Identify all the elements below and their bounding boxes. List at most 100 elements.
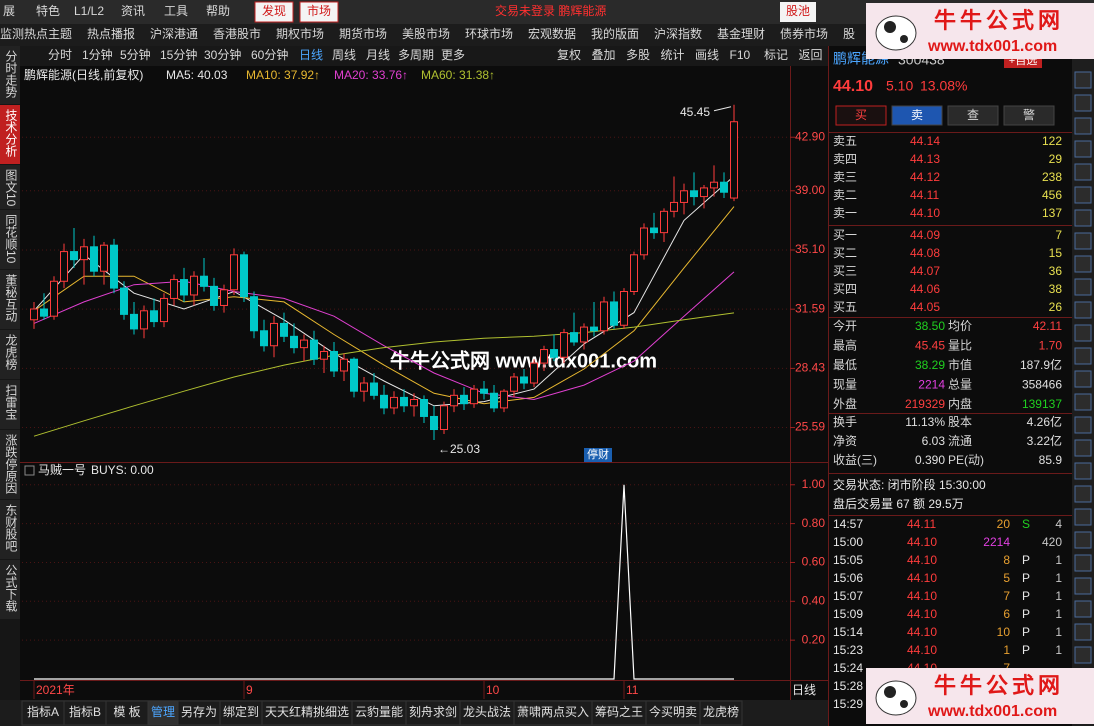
menu-item[interactable]: 展	[3, 4, 15, 18]
trade-count: 1	[1055, 553, 1062, 567]
tool-icon[interactable]	[1074, 209, 1092, 227]
tool-icon[interactable]	[1074, 646, 1092, 664]
bottom-tab[interactable]	[147, 700, 179, 726]
period-button[interactable]: 分时	[48, 48, 72, 62]
tool-icon[interactable]	[1074, 301, 1092, 319]
period-button[interactable]: 多周期	[398, 48, 434, 62]
nav-item[interactable]: 热点主题	[24, 27, 72, 41]
tool-button[interactable]: F10	[730, 48, 751, 62]
nav-item[interactable]: 美股市场	[402, 26, 450, 41]
trade-count: 420	[1042, 535, 1062, 549]
trade-button[interactable]	[1003, 105, 1055, 126]
side-tab[interactable]	[0, 560, 20, 619]
trade-button[interactable]	[947, 105, 999, 126]
bottom-tab[interactable]	[105, 700, 149, 726]
side-tab[interactable]	[0, 165, 20, 209]
tool-icon[interactable]	[1074, 140, 1092, 158]
tool-icon[interactable]	[1074, 94, 1092, 112]
menu-item[interactable]: 工具	[164, 4, 188, 18]
candle-body	[540, 349, 548, 364]
bottom-tab[interactable]	[21, 700, 65, 726]
tool-icon[interactable]	[1074, 439, 1092, 457]
nav-item[interactable]: 债券市场	[780, 26, 828, 41]
tool-button[interactable]: 返回	[799, 48, 823, 62]
side-tab[interactable]	[0, 500, 20, 559]
tool-button[interactable]: 叠加	[592, 48, 616, 62]
bottom-tab[interactable]	[351, 700, 407, 726]
period-button[interactable]: 60分钟	[251, 47, 288, 62]
period-button[interactable]: 月线	[366, 48, 390, 62]
tool-icon[interactable]	[1074, 347, 1092, 365]
tool-icon[interactable]	[1074, 324, 1092, 342]
tool-button[interactable]: 画线	[695, 48, 719, 62]
nav-item[interactable]: 宏观数据	[528, 26, 576, 41]
tool-icon[interactable]	[1074, 531, 1092, 549]
menu-item[interactable]: 特色	[36, 3, 60, 18]
candle-body	[590, 326, 598, 332]
bottom-tab[interactable]	[261, 700, 353, 726]
period-button[interactable]: 15分钟	[160, 47, 197, 62]
nav-item[interactable]: 期货市场	[339, 26, 387, 41]
nav-item[interactable]: 沪深指数	[654, 26, 702, 41]
tool-icon[interactable]	[1074, 370, 1092, 388]
tool-button[interactable]: 标记	[764, 48, 788, 62]
tool-icon[interactable]	[1074, 508, 1092, 526]
tool-icon[interactable]	[1074, 554, 1092, 572]
nav-item[interactable]: 热点播报	[87, 26, 135, 41]
bottom-tab[interactable]	[459, 700, 515, 726]
tool-icon[interactable]	[1074, 485, 1092, 503]
period-button[interactable]: 1分钟	[82, 47, 113, 62]
nav-item[interactable]: 股	[843, 27, 855, 41]
bottom-tab[interactable]	[405, 700, 461, 726]
tool-icon[interactable]	[1074, 117, 1092, 135]
side-tab[interactable]	[0, 270, 20, 329]
period-button[interactable]: 周线	[332, 48, 356, 62]
tool-icon[interactable]	[1074, 71, 1092, 89]
side-tab[interactable]	[0, 330, 20, 379]
nav-item[interactable]: 期权市场	[276, 26, 324, 41]
nav-item[interactable]: 环球市场	[465, 26, 513, 41]
stat-label: 今开	[833, 318, 857, 333]
tool-icon[interactable]	[1074, 255, 1092, 273]
side-tab[interactable]	[0, 430, 20, 499]
period-button[interactable]: 5分钟	[120, 47, 151, 62]
tool-icon[interactable]	[1074, 278, 1092, 296]
side-tab[interactable]	[0, 105, 20, 164]
nav-item[interactable]: 香港股市	[213, 26, 261, 41]
tool-icon[interactable]	[1074, 577, 1092, 595]
menu-item[interactable]: 帮助	[206, 4, 230, 18]
side-tab[interactable]	[0, 380, 20, 429]
tool-icon[interactable]	[1074, 623, 1092, 641]
menu-button[interactable]	[299, 1, 339, 23]
tool-button[interactable]: 复权	[557, 48, 581, 62]
tool-icon[interactable]	[1074, 462, 1092, 480]
tool-button[interactable]: 多股	[626, 48, 650, 62]
side-tab[interactable]	[0, 210, 20, 269]
candle-body	[60, 251, 68, 282]
tool-icon[interactable]	[1074, 393, 1092, 411]
bottom-tab[interactable]	[63, 700, 107, 726]
tool-icon[interactable]	[1074, 186, 1092, 204]
pool-button[interactable]	[780, 2, 816, 22]
bottom-tab[interactable]	[591, 700, 647, 726]
bottom-tab[interactable]	[219, 700, 263, 726]
period-button[interactable]: 日线	[299, 48, 323, 62]
nav-item[interactable]: 基金理财	[717, 26, 765, 41]
tool-icon[interactable]	[1074, 232, 1092, 250]
tool-icon[interactable]	[1074, 416, 1092, 434]
menu-item[interactable]: L1/L2	[74, 4, 104, 18]
period-button[interactable]: 30分钟	[204, 47, 241, 62]
menu-item[interactable]: 资讯	[121, 4, 145, 18]
trade-button[interactable]	[835, 105, 887, 126]
tool-icon[interactable]	[1074, 600, 1092, 618]
nav-item[interactable]: 沪深港通	[150, 27, 198, 41]
tool-icon[interactable]	[1074, 163, 1092, 181]
side-tab[interactable]	[0, 46, 20, 104]
trade-button[interactable]	[891, 105, 943, 126]
nav-item[interactable]: 监测	[0, 27, 24, 41]
nav-item[interactable]: 我的版面	[591, 26, 639, 41]
bottom-tab[interactable]	[699, 700, 743, 726]
period-button[interactable]: 更多	[441, 48, 465, 62]
menu-button[interactable]	[254, 1, 294, 23]
tool-button[interactable]: 统计	[661, 48, 685, 62]
